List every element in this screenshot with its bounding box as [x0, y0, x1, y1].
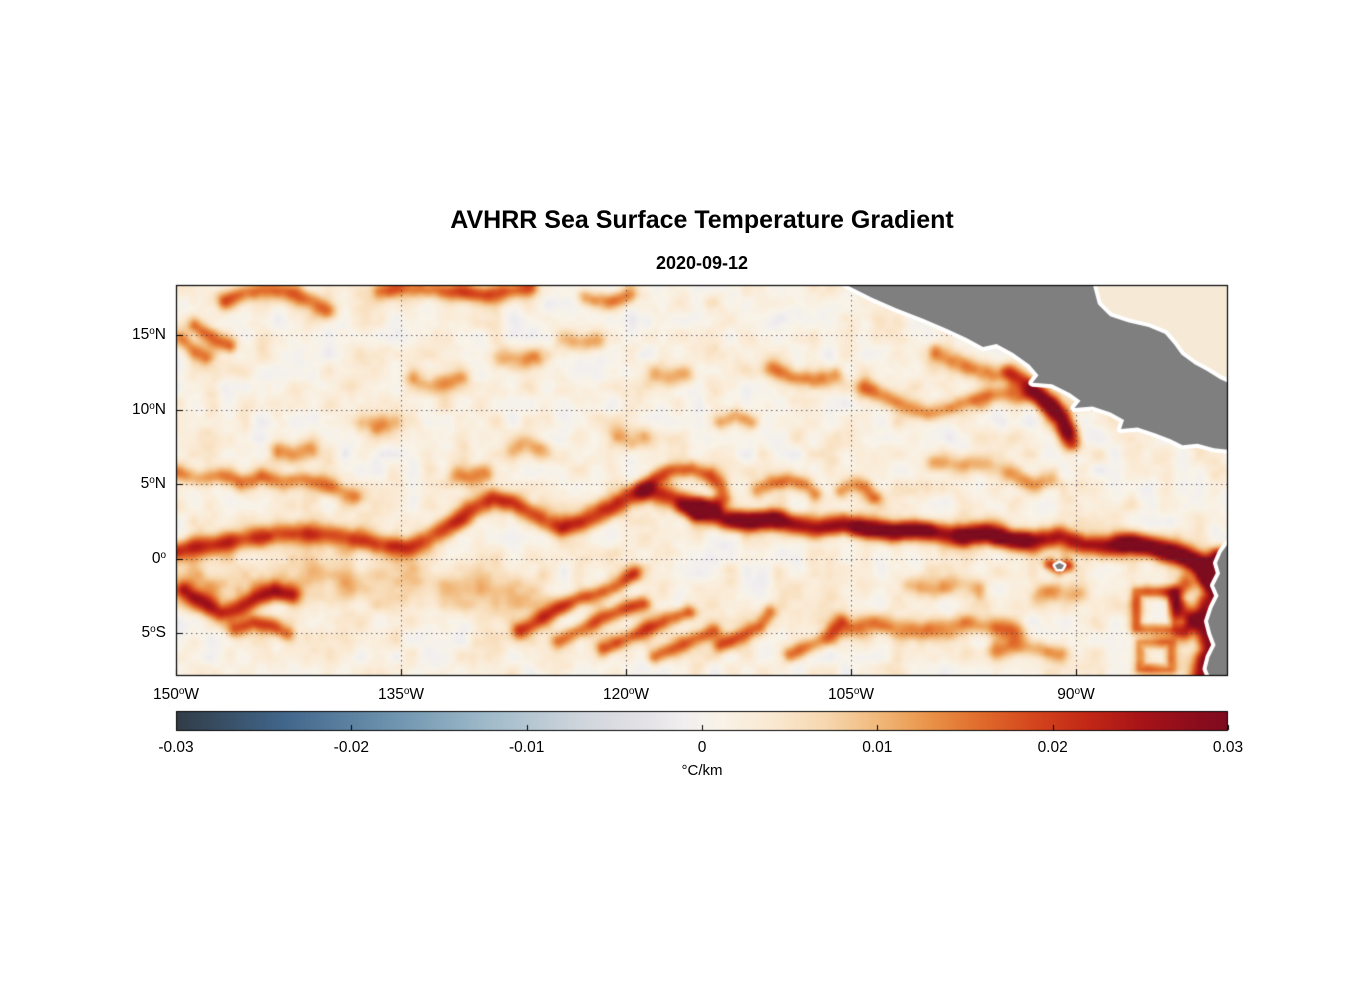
chart-date-subtitle: 2020-09-12 [655, 253, 749, 273]
chart-title: AVHRR Sea Surface Temperature Gradient [450, 206, 954, 234]
colorbar-unit-label: °C/km [681, 762, 723, 779]
